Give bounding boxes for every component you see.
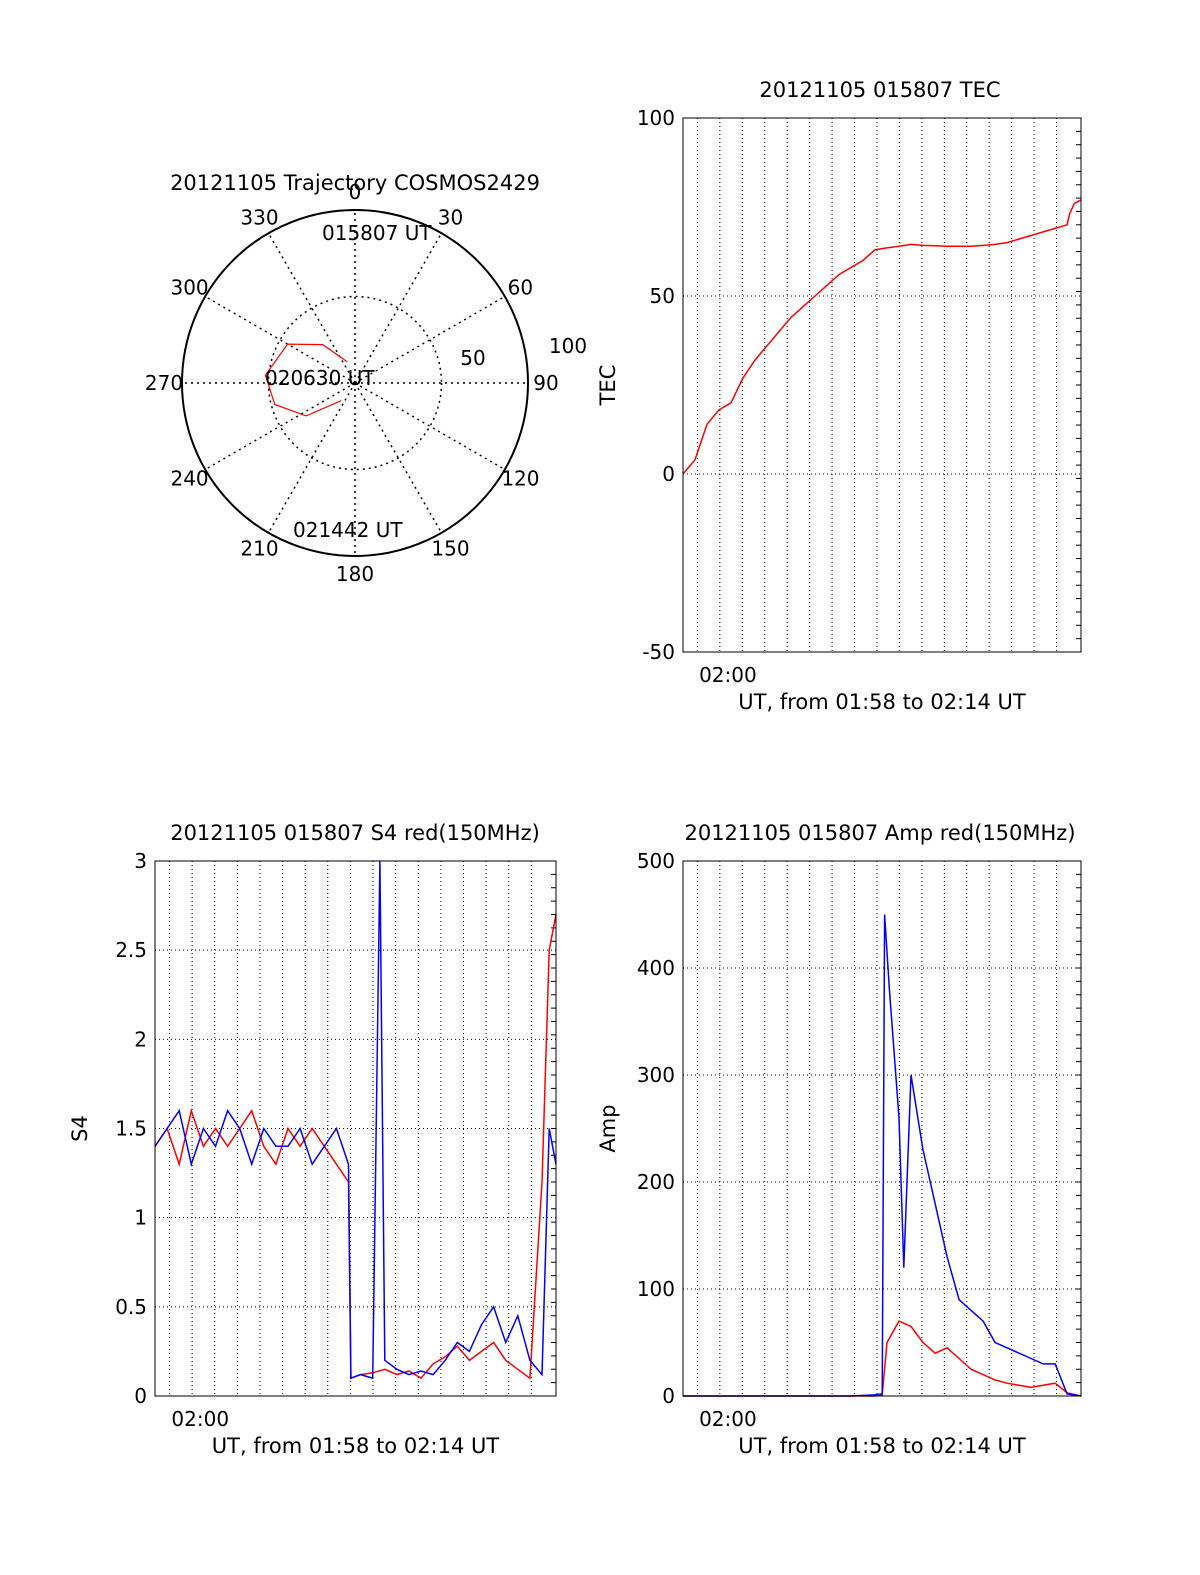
polar-panel: 20121105 Trajectory COSMOS2429 0 30 60 90 12… bbox=[145, 171, 587, 586]
tec-y-tick-label: 100 bbox=[637, 106, 675, 130]
polar-angle-label-210: 210 bbox=[240, 536, 278, 560]
s4-title: 20121105 015807 S4 red(150MHz) bbox=[170, 821, 540, 845]
polar-spoke-330 bbox=[267, 232, 356, 384]
polar-radius-label-100: 100 bbox=[549, 334, 587, 358]
amp-y-tick-label: 100 bbox=[637, 1277, 675, 1301]
amp-x-tick-label: 02:00 bbox=[699, 1407, 757, 1431]
s4-series bbox=[154, 860, 557, 1380]
amp-y-tick-label: 300 bbox=[637, 1063, 675, 1087]
amp-y-ticks: 0 100 200 300 400 500 bbox=[637, 849, 675, 1408]
tec-title: 20121105 015807 TEC bbox=[759, 78, 1000, 102]
s4-y-tick-label: 0 bbox=[134, 1384, 147, 1408]
polar-angle-label-180: 180 bbox=[336, 562, 374, 586]
polar-angle-label-0: 0 bbox=[349, 180, 362, 204]
tec-grid bbox=[683, 118, 1081, 652]
amp-y-tick-label: 500 bbox=[637, 849, 675, 873]
polar-spoke-300 bbox=[204, 295, 356, 384]
amp-x-axis-label: UT, from 01:58 to 02:14 UT bbox=[738, 1434, 1026, 1458]
tec-series-1 bbox=[682, 199, 1082, 475]
s4-panel: 20121105 015807 S4 red(150MHz) 0 0.5 1 1.5 2… bbox=[68, 821, 557, 1458]
s4-y-ticks: 0 0.5 1 1.5 2 2.5 3 bbox=[115, 849, 147, 1408]
polar-angle-label-30: 30 bbox=[438, 206, 463, 230]
amp-title: 20121105 015807 Amp red(150MHz) bbox=[684, 821, 1075, 845]
tec-y-ticks: -50 0 50 100 bbox=[637, 106, 675, 664]
s4-y-axis-label: S4 bbox=[68, 1115, 92, 1142]
amp-panel: 20121105 015807 Amp red(150MHz) 0 100 200 3… bbox=[596, 821, 1082, 1458]
amp-y-tick-label: 400 bbox=[637, 956, 675, 980]
polar-spoke-30 bbox=[354, 232, 443, 384]
polar-angle-label-150: 150 bbox=[431, 536, 469, 560]
tec-panel: 20121105 015807 TEC -50 0 50 100 02:00 UT, … bbox=[596, 78, 1082, 714]
polar-angle-label-60: 60 bbox=[508, 276, 533, 300]
s4-y-tick-label: 1 bbox=[134, 1206, 147, 1230]
polar-angle-label-270: 270 bbox=[145, 371, 183, 395]
s4-series-2 bbox=[154, 860, 557, 1380]
polar-annotation-end: 021442 UT bbox=[293, 518, 403, 542]
polar-spoke-210 bbox=[267, 382, 356, 534]
tec-y-tick-label: 50 bbox=[650, 284, 675, 308]
s4-y-tick-label: 3 bbox=[134, 849, 147, 873]
tec-y-tick-label: -50 bbox=[642, 640, 675, 664]
polar-annotation-start: 015807 UT bbox=[322, 221, 432, 245]
polar-angle-label-330: 330 bbox=[240, 206, 278, 230]
polar-title: 20121105 Trajectory COSMOS2429 bbox=[170, 171, 540, 195]
amp-y-axis-label: Amp bbox=[596, 1104, 620, 1152]
amp-y-tick-label: 200 bbox=[637, 1170, 675, 1194]
polar-spoke-240 bbox=[204, 382, 356, 471]
polar-angle-label-300: 300 bbox=[170, 276, 208, 300]
s4-y-tick-label: 0.5 bbox=[115, 1295, 147, 1319]
tec-frame bbox=[682, 117, 1082, 653]
s4-y-tick-label: 1.5 bbox=[115, 1117, 147, 1141]
amp-y-tick-label: 0 bbox=[662, 1384, 675, 1408]
polar-spoke-150 bbox=[354, 382, 443, 534]
tec-x-axis-label: UT, from 01:58 to 02:14 UT bbox=[738, 690, 1026, 714]
polar-annotation-mid: 020630 UT bbox=[265, 366, 375, 390]
polar-trajectory-line bbox=[264, 343, 348, 417]
polar-angle-label-90: 90 bbox=[533, 371, 558, 395]
s4-y-tick-label: 2 bbox=[134, 1027, 147, 1051]
tec-y-axis-label: TEC bbox=[596, 365, 620, 407]
s4-x-axis-label: UT, from 01:58 to 02:14 UT bbox=[212, 1434, 500, 1458]
polar-spoke-120 bbox=[354, 382, 506, 471]
polar-angle-labels: 0 30 60 90 120 150 180 210 240 270 300 330 bbox=[145, 180, 559, 586]
amp-frame bbox=[682, 860, 1082, 1397]
s4-x-tick-label: 02:00 bbox=[171, 1407, 229, 1431]
polar-angle-label-120: 120 bbox=[501, 467, 539, 491]
polar-outer-circle bbox=[181, 209, 529, 557]
tec-series bbox=[682, 199, 1082, 475]
tec-x-tick-label: 02:00 bbox=[699, 663, 757, 687]
polar-radius-label-50: 50 bbox=[460, 346, 485, 370]
s4-grid bbox=[155, 861, 556, 1396]
amp-grid bbox=[683, 861, 1081, 1396]
s4-y-tick-label: 2.5 bbox=[115, 938, 147, 962]
tec-y-tick-label: 0 bbox=[662, 462, 675, 486]
s4-frame bbox=[154, 860, 557, 1397]
polar-spoke-60 bbox=[354, 295, 506, 384]
polar-angle-label-240: 240 bbox=[170, 467, 208, 491]
